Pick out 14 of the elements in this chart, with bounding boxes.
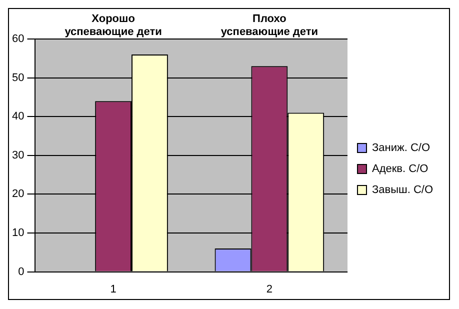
y-tick-label: 10 xyxy=(12,227,24,240)
text: Хорошо успевающие дети xyxy=(64,13,162,38)
x-tick-label: 1 xyxy=(110,283,116,296)
x-tick-label: 2 xyxy=(266,283,272,296)
y-tick-label: 0 xyxy=(18,266,24,278)
legend-label: Завыш. С/О xyxy=(372,184,434,196)
y-tick-label: 30 xyxy=(12,149,24,162)
y-tick-label: 60 xyxy=(12,33,24,46)
y-tick-label: 40 xyxy=(12,110,24,123)
y-tick-label: 50 xyxy=(12,72,24,84)
y-tick-label: 20 xyxy=(12,188,24,200)
legend-label: Адекв. С/О xyxy=(372,163,429,176)
text: Плохо успевающие дети xyxy=(220,13,318,38)
legend-label: Заниж. С/О xyxy=(372,142,430,154)
